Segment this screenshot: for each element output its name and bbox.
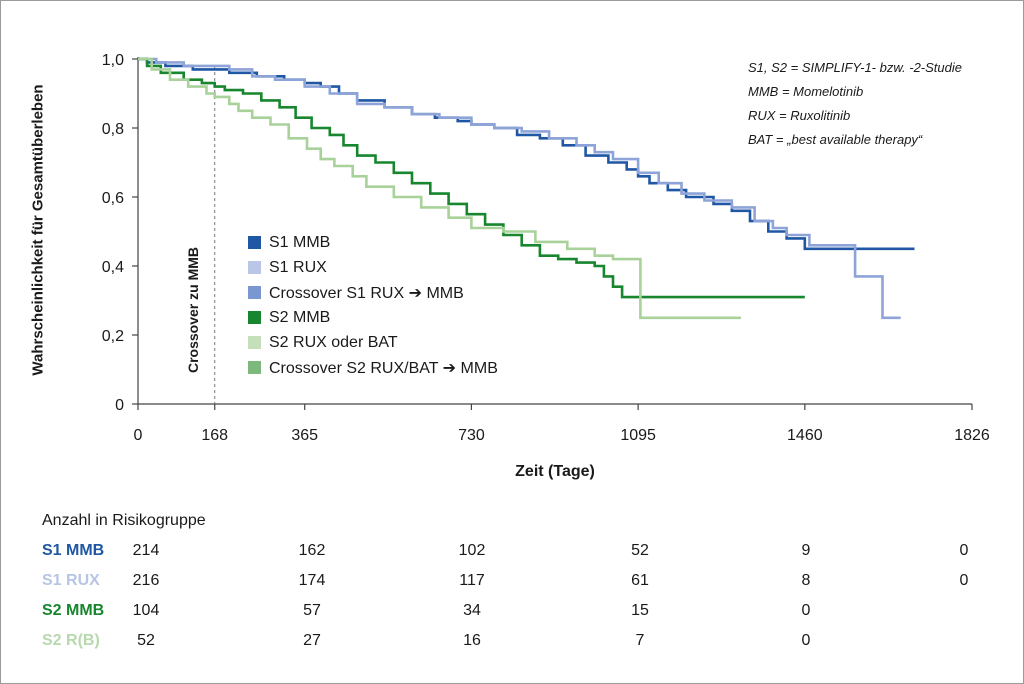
x-tick-label: 0 [134,427,143,444]
note-rux: RUX = Ruxolitinib [748,108,851,123]
risk-cell: 8 [801,572,811,589]
y-tick-label: 1,0 [102,52,124,69]
risk-cell: 174 [298,572,326,589]
legend-item: S2 MMB [248,305,498,330]
risk-cell: 7 [635,632,645,649]
legend-item: S1 MMB [248,230,498,255]
y-tick-label: 0,2 [102,328,124,345]
x-tick-label: 1460 [787,427,823,444]
note-mmb: MMB = Momelotinib [748,84,864,99]
x-axis-label: Zeit (Tage) [515,463,595,480]
risk-cell: 57 [303,602,321,619]
risk-cell: 102 [458,542,486,559]
x-tick-label: 365 [291,427,318,444]
x-tick-label: 1826 [954,427,990,444]
risk-cell: 0 [801,602,811,619]
legend-label: S2 MMB [269,308,331,326]
risk-cell: 0 [959,542,969,559]
x-tick-label: 1095 [620,427,656,444]
risk-row: S1 MMB 214 162 102 52 9 0 [0,542,1024,566]
risk-table-title: Anzahl in Risikogruppe [42,512,206,529]
risk-cell: 214 [132,542,160,559]
legend-label: Crossover S1 RUX ➔ MMB [269,284,464,302]
note-bat: BAT = „best available therapy“ [748,132,923,147]
legend-label: S1 MMB [269,233,331,251]
x-tick-label: 168 [201,427,228,444]
legend-item: Crossover S1 RUX ➔ MMB [248,280,498,305]
risk-row: S2 R(B) 52 27 16 7 0 [0,632,1024,656]
y-axis-label: Wahrscheinlichkeit für Gesamtüberleben [29,84,47,376]
risk-cell: 162 [298,542,326,559]
risk-cell: 27 [303,632,321,649]
legend-swatch [248,286,261,299]
risk-cell: 61 [631,572,649,589]
risk-row-name: S2 R(B) [42,632,100,649]
risk-row: S2 MMB 104 57 34 15 0 [0,602,1024,626]
risk-row-name: S2 MMB [42,602,105,619]
legend: S1 MMB S1 RUX Crossover S1 RUX ➔ MMB S2 MMB… [248,230,498,380]
legend-swatch [248,311,261,324]
risk-cell: 9 [801,542,811,559]
risk-cell: 0 [959,572,969,589]
risk-cell: 117 [459,572,485,589]
risk-cell: 16 [463,632,481,649]
legend-item: S1 RUX [248,255,498,280]
legend-swatch [248,336,261,349]
risk-cell: 15 [631,602,649,619]
legend-swatch [248,361,261,374]
series-line-s2rux [138,57,741,320]
legend-label: Crossover S2 RUX/BAT ➔ MMB [269,359,498,377]
y-tick-label: 0,8 [102,121,124,138]
legend-item: S2 RUX oder BAT [248,330,498,355]
risk-row-name: S1 RUX [42,572,100,589]
risk-cell: 104 [132,602,160,619]
note-studies: S1, S2 = SIMPLIFY-1- bzw. -2-Studie [748,60,962,75]
risk-cell: 0 [801,632,811,649]
legend-swatch [248,261,261,274]
legend-label: S1 RUX [269,258,327,276]
y-tick-label: 0 [115,397,124,414]
crossover-label: Crossover zu MMB [185,246,201,374]
risk-cell: 34 [463,602,481,619]
risk-row-name: S1 MMB [42,542,105,559]
x-tick-label: 730 [458,427,485,444]
y-tick-label: 0,6 [102,190,124,207]
legend-swatch [248,236,261,249]
series-line-s2mmb [138,57,805,299]
legend-item: Crossover S2 RUX/BAT ➔ MMB [248,355,498,380]
y-tick-label: 0,4 [102,259,124,276]
risk-cell: 52 [137,632,155,649]
series-line-s1rux [138,57,901,320]
abbreviation-notes: S1, S2 = SIMPLIFY-1- bzw. -2-Studie MMB … [748,56,962,152]
risk-cell: 216 [132,572,160,589]
risk-row: S1 RUX 216 174 117 61 8 0 [0,572,1024,596]
legend-label: S2 RUX oder BAT [269,333,398,351]
risk-cell: 52 [631,542,649,559]
